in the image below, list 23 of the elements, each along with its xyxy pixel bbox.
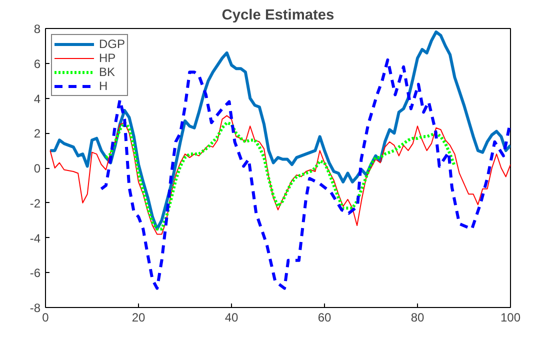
y-tick-label: -8 — [30, 301, 41, 315]
x-tick-label: 80 — [410, 310, 424, 324]
y-tick-label: 8 — [34, 22, 41, 36]
legend-label: DGP — [99, 37, 126, 51]
legend-label: HP — [99, 51, 117, 65]
line-series — [50, 115, 510, 235]
x-tick-label: 40 — [224, 310, 238, 324]
x-tick-label: 20 — [132, 310, 146, 324]
legend-label: H — [99, 79, 109, 93]
line-series — [104, 121, 456, 231]
line-series — [48, 30, 510, 231]
y-tick-label: -4 — [30, 231, 41, 246]
y-tick-label: -6 — [30, 266, 41, 280]
x-tick-label: 0 — [42, 310, 50, 324]
x-tick-label: 100 — [500, 310, 521, 324]
legend-label: BK — [99, 65, 116, 79]
y-tick-label: 4 — [34, 92, 41, 106]
y-tick-label: 0 — [34, 162, 41, 176]
y-tick-label: 2 — [34, 126, 41, 141]
chart-title: Cycle Estimates — [222, 8, 334, 24]
y-tick-label: 6 — [34, 56, 41, 71]
x-tick-label: 60 — [318, 310, 332, 324]
y-tick-label: -2 — [30, 196, 41, 210]
